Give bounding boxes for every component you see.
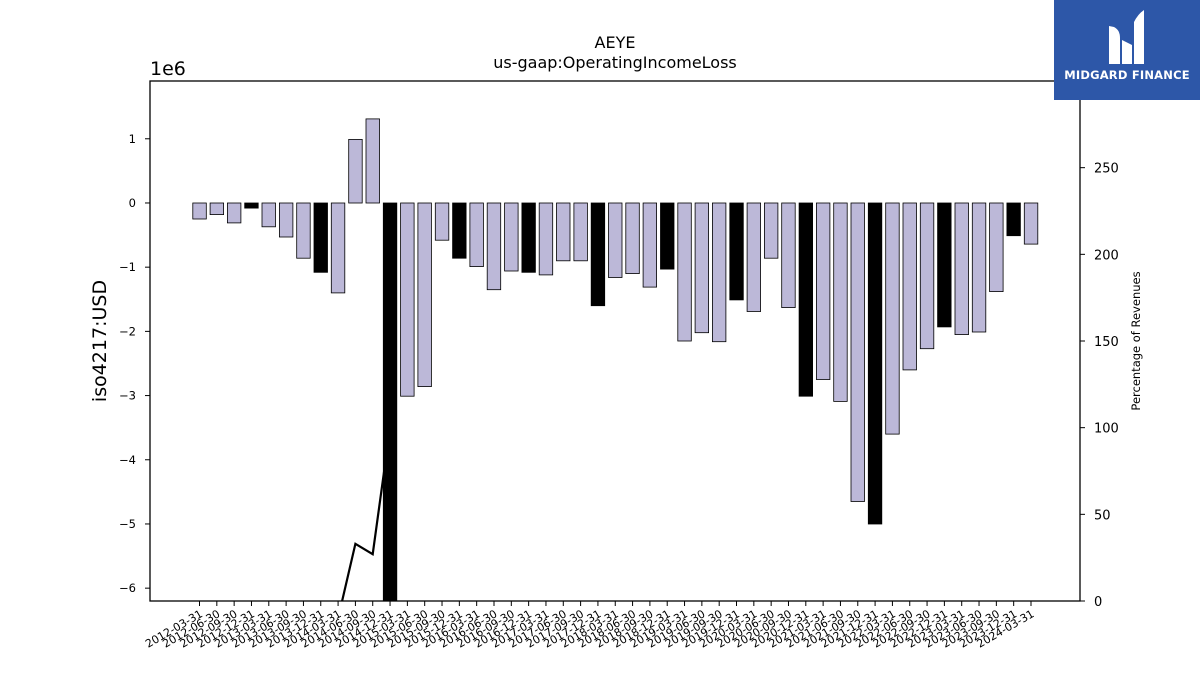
bar <box>400 202 415 397</box>
bar <box>278 202 294 238</box>
plot-frame <box>149 80 1081 602</box>
bar <box>677 202 692 342</box>
bar <box>365 118 380 204</box>
bar <box>746 202 761 312</box>
bar <box>469 202 484 267</box>
y2-tick-label: 50 <box>1094 508 1111 523</box>
y-tick-label: −2 <box>119 324 136 338</box>
bar <box>452 202 467 259</box>
bar <box>625 202 640 274</box>
y2-tick-label: 0 <box>1094 595 1102 610</box>
bar <box>556 202 571 262</box>
y-tick-label: 1 <box>129 132 136 146</box>
bar <box>1023 202 1039 245</box>
bar <box>330 202 346 294</box>
bar <box>833 202 848 402</box>
bar <box>694 202 709 334</box>
bar <box>781 202 796 308</box>
midgard-logo-icon <box>1109 10 1144 64</box>
bar <box>902 202 917 371</box>
bar <box>348 138 363 204</box>
x-ticks-group: 2012-03-312012-06-302012-09-302012-12-31… <box>143 601 1037 651</box>
chart-title: AEYE <box>595 33 636 52</box>
y-tick-label: −4 <box>119 453 136 467</box>
y-tick-label: −5 <box>119 517 136 531</box>
y2-tick-label: 150 <box>1094 335 1119 350</box>
y2-ticks-group: 0 50 100 150 200 250 <box>1080 162 1119 610</box>
bar <box>989 202 1004 292</box>
bar <box>850 202 865 502</box>
bar <box>937 202 952 328</box>
bar <box>296 202 311 259</box>
y-tick-label: 0 <box>129 196 136 210</box>
bar <box>192 202 207 220</box>
y2-tick-label: 250 <box>1094 162 1119 177</box>
bar <box>608 202 623 278</box>
bar <box>244 202 259 209</box>
bar <box>764 202 779 259</box>
bar <box>642 202 657 288</box>
line-group <box>340 427 392 601</box>
y-tick-label: −3 <box>119 389 136 403</box>
y2-tick-label: 100 <box>1094 422 1119 437</box>
y-tick-label: −1 <box>119 260 136 274</box>
bar <box>729 202 744 301</box>
y-ticks-group: 1 0 −1 −2 −3 −4 −5 −6 <box>119 132 150 595</box>
bar <box>1006 202 1021 237</box>
bar <box>971 202 987 333</box>
bar <box>313 202 328 273</box>
y-offset-label: 1e6 <box>150 58 186 80</box>
bar <box>226 202 242 224</box>
bar <box>573 202 588 262</box>
logo-text: MIDGARD FINANCE <box>1064 68 1190 82</box>
bar <box>486 202 502 291</box>
midgard-finance-logo: MIDGARD FINANCE <box>1054 0 1200 100</box>
bar <box>660 202 675 270</box>
bar <box>209 202 225 216</box>
chart-subtitle: us-gaap:OperatingIncomeLoss <box>493 53 737 72</box>
bar <box>590 202 606 307</box>
bar <box>712 202 727 343</box>
bar <box>504 202 519 272</box>
bar <box>885 202 900 435</box>
bar <box>816 202 831 380</box>
bar <box>417 202 432 388</box>
bar <box>434 202 450 241</box>
bar <box>538 202 554 276</box>
y-axis-label: iso4217:USD <box>89 280 111 402</box>
bar <box>798 202 813 397</box>
bar <box>954 202 969 336</box>
bar <box>919 202 935 350</box>
percentage-line <box>340 427 392 601</box>
bar <box>382 202 398 601</box>
bars-group <box>192 118 1039 601</box>
bar <box>261 202 276 228</box>
bar <box>521 202 536 273</box>
y2-tick-label: 200 <box>1094 248 1119 263</box>
bar <box>867 202 883 525</box>
y2-axis-label: Percentage of Revenues <box>1129 271 1143 410</box>
y-tick-label: −6 <box>119 581 136 595</box>
